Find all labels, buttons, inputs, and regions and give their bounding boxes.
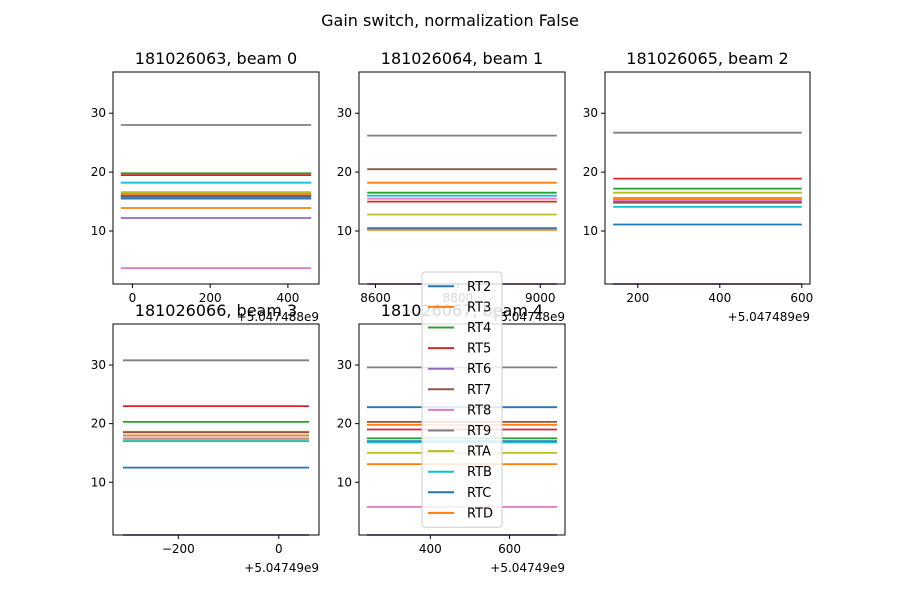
legend-label: RT7 [467, 383, 491, 398]
x-offset-label: +5.04749e9 [490, 561, 565, 575]
x-tick-label: 400 [419, 542, 442, 556]
subplot-title: 181026065, beam 2 [626, 49, 788, 68]
y-tick-label: 30 [91, 106, 106, 120]
legend-entry-rt7: RT7 [428, 383, 491, 398]
x-tick-label: 8600 [360, 291, 391, 305]
y-tick-label: 10 [337, 224, 352, 238]
axes-frame [604, 71, 811, 285]
x-tick-label: 9000 [525, 291, 556, 305]
x-offset-label: +5.04749e9 [244, 561, 319, 575]
legend-entry-rt4: RT4 [428, 321, 491, 336]
legend-entry-rt9: RT9 [428, 424, 491, 439]
legend-label: RTA [467, 445, 491, 460]
x-offset-label: +5.047489e9 [728, 310, 810, 324]
subplot-3: 181026066, beam 3 10 20 30 −200 0 +5.04749e9 [91, 301, 320, 575]
y-tick-label: 20 [337, 417, 352, 431]
x-tick-label: 200 [626, 291, 649, 305]
x-tick-label: 200 [199, 291, 222, 305]
legend-label: RT5 [467, 342, 491, 357]
subplot-title: 181026066, beam 3 [135, 301, 297, 320]
subplot-0: 181026063, beam 0 10 20 30 0 200 400 +5.047488e… [91, 49, 320, 324]
legend-label: RTC [467, 486, 491, 501]
plot-area [359, 72, 565, 284]
x-tick-label: 0 [275, 542, 283, 556]
legend-label: RT4 [467, 321, 491, 336]
subplot-1: 181026064, beam 1102030860088009000+5.04… [337, 49, 566, 324]
plot-area [113, 72, 319, 284]
legend-label: RTB [467, 465, 492, 480]
subplot-title: 181026064, beam 1 [381, 49, 543, 68]
y-tick-label: 20 [583, 165, 598, 179]
legend-entry-rtb: RTB [428, 465, 492, 480]
y-tick-label: 10 [91, 224, 106, 238]
figure-suptitle: Gain switch, normalization False [321, 11, 579, 30]
x-tick-label: −200 [162, 542, 195, 556]
x-tick-label: 400 [276, 291, 299, 305]
x-tick-label: 400 [708, 291, 731, 305]
legend-label: RT8 [467, 403, 491, 418]
legend-entry-rt6: RT6 [428, 362, 491, 377]
series-group [120, 124, 312, 270]
legend-entry-rtd: RTD [428, 506, 493, 521]
y-tick-label: 10 [337, 475, 352, 489]
y-tick-label: 20 [91, 417, 106, 431]
legend-entry-rta: RTA [428, 445, 491, 460]
y-tick-label: 10 [91, 475, 106, 489]
y-tick-label: 30 [337, 358, 352, 372]
legend-label: RT6 [467, 362, 491, 377]
legend-label: RT2 [467, 280, 491, 295]
y-tick-label: 20 [91, 165, 106, 179]
x-tick-label: 600 [498, 542, 521, 556]
axes-frame [112, 323, 320, 536]
legend-entry-rt8: RT8 [428, 403, 491, 418]
legend-label: RT3 [467, 300, 491, 315]
legend-label: RTD [467, 506, 493, 521]
y-tick-label: 10 [583, 224, 598, 238]
y-tick-label: 30 [337, 106, 352, 120]
subplot-2: 181026065, beam 2 10 20 30 200 400 600 +5.04748… [583, 49, 814, 324]
legend-label: RT9 [467, 424, 491, 439]
y-tick-label: 20 [337, 165, 352, 179]
y-tick-label: 30 [91, 358, 106, 372]
axes-frame [112, 71, 320, 285]
plot-area [113, 324, 319, 535]
legend-entry-rt3: RT3 [428, 300, 491, 315]
legend: RT2 RT3 RT4 RT5 RT6 RT7 RT8 RT9 RTA RTB RTC RTD [421, 271, 503, 528]
series-group [613, 131, 802, 285]
x-tick-label: 0 [129, 291, 137, 305]
x-tick-label: 600 [790, 291, 813, 305]
legend-entry-rt2: RT2 [428, 280, 491, 295]
x-offset-label: +5.047488e9 [237, 310, 319, 324]
x-offset-label: +5.04748e9 [490, 310, 565, 324]
legend-box [421, 271, 503, 528]
subplot-title: 181026063, beam 0 [135, 49, 297, 68]
legend-entry-rt5: RT5 [428, 342, 491, 357]
legend-entry-rtc: RTC [428, 486, 491, 501]
y-tick-label: 30 [583, 106, 598, 120]
